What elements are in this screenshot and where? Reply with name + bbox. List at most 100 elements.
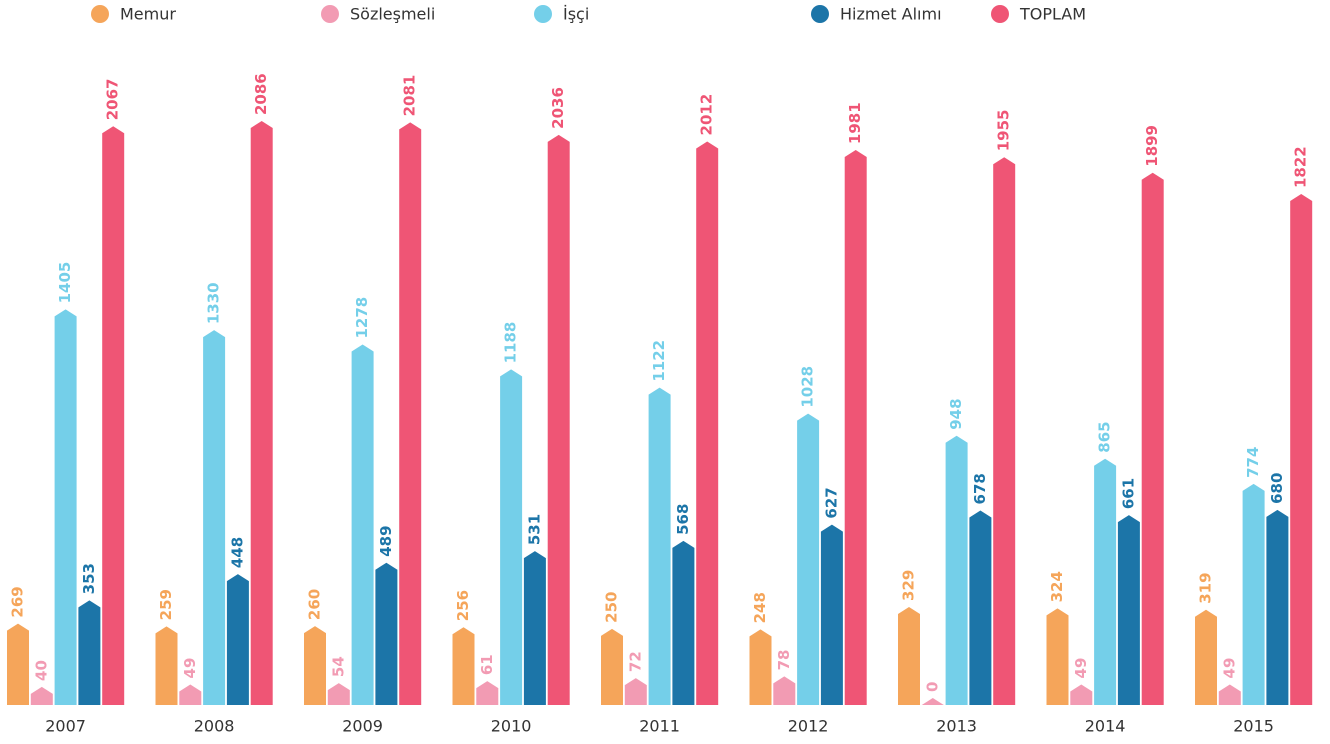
bar <box>399 122 422 706</box>
value-label: 2036 <box>549 87 567 129</box>
value-label: 2081 <box>401 75 419 117</box>
bar <box>898 606 920 705</box>
bar <box>672 540 695 705</box>
value-label: 1405 <box>56 262 74 304</box>
value-label: 448 <box>228 537 246 568</box>
bar <box>945 435 968 705</box>
bar <box>54 309 77 705</box>
value-label: 1330 <box>205 282 223 324</box>
bar <box>1117 515 1140 705</box>
bar <box>820 524 843 705</box>
bar <box>179 684 202 705</box>
value-label: 248 <box>751 592 769 623</box>
value-label: 49 <box>1072 658 1090 679</box>
bar <box>1195 609 1217 705</box>
value-label: 329 <box>900 570 918 601</box>
bar <box>624 678 647 705</box>
x-tick-label: 2011 <box>639 717 680 736</box>
value-label: 2086 <box>252 73 270 115</box>
value-label: 49 <box>1220 658 1238 679</box>
value-label: 1955 <box>995 109 1013 151</box>
bar <box>1070 684 1093 705</box>
bar <box>797 413 820 705</box>
bar <box>375 562 398 705</box>
bar <box>749 629 772 705</box>
bar <box>1242 483 1265 705</box>
bar <box>476 681 499 705</box>
x-tick-label: 2014 <box>1085 717 1126 736</box>
legend-swatch <box>991 5 1009 23</box>
legend-label: TOPLAM <box>1019 5 1086 24</box>
bar <box>1266 509 1289 705</box>
value-label: 1981 <box>846 102 864 144</box>
bar <box>78 600 101 705</box>
value-label: 2067 <box>104 79 122 121</box>
bar <box>844 150 867 705</box>
value-label: 678 <box>971 473 989 504</box>
bar <box>601 628 623 705</box>
value-label: 49 <box>181 658 199 679</box>
value-label: 61 <box>478 654 496 675</box>
value-label: 78 <box>775 650 793 671</box>
value-label: 260 <box>306 589 324 620</box>
value-label: 661 <box>1119 478 1137 509</box>
bar <box>155 626 178 705</box>
value-label: 680 <box>1268 473 1286 504</box>
bar <box>304 626 326 705</box>
value-label: 0 <box>923 682 941 692</box>
x-tick-label: 2015 <box>1233 717 1274 736</box>
value-label: 1899 <box>1143 125 1161 167</box>
value-label: 353 <box>80 563 98 594</box>
bar <box>351 344 374 705</box>
value-label: 948 <box>947 398 965 429</box>
legend-label: Hizmet Alımı <box>840 5 942 24</box>
bar <box>523 551 546 705</box>
bar <box>1046 608 1069 705</box>
value-label: 774 <box>1244 447 1262 478</box>
value-label: 269 <box>9 586 27 617</box>
value-label: 319 <box>1197 572 1215 603</box>
legend-swatch <box>811 5 829 23</box>
value-label: 2012 <box>698 94 716 136</box>
bar <box>500 369 523 705</box>
bar <box>696 141 719 705</box>
value-label: 568 <box>674 504 692 535</box>
legend-label: Memur <box>120 5 176 24</box>
bar <box>1290 194 1313 706</box>
legend-label: İşçi <box>563 5 589 24</box>
bar <box>921 698 944 705</box>
bar <box>773 676 796 705</box>
legend-swatch <box>321 5 339 23</box>
bar <box>547 134 570 705</box>
x-tick-label: 2012 <box>788 717 829 736</box>
x-tick-label: 2008 <box>194 717 235 736</box>
bar <box>1141 172 1164 706</box>
legend-swatch <box>91 5 109 23</box>
value-label: 54 <box>329 656 347 677</box>
value-label: 324 <box>1048 571 1066 602</box>
value-label: 1278 <box>353 297 371 339</box>
x-tick-label: 2009 <box>342 717 383 736</box>
value-label: 627 <box>822 487 840 518</box>
bar <box>102 126 125 705</box>
value-label: 259 <box>157 589 175 620</box>
value-label: 1822 <box>1292 146 1310 188</box>
value-label: 865 <box>1096 421 1114 452</box>
value-label: 72 <box>626 651 644 672</box>
value-label: 531 <box>525 514 543 545</box>
x-tick-label: 2013 <box>936 717 977 736</box>
value-label: 256 <box>454 590 472 621</box>
bar <box>226 574 249 705</box>
legend-label: Sözleşmeli <box>350 5 435 24</box>
bar <box>969 510 992 705</box>
value-label: 1028 <box>799 366 817 408</box>
x-tick-label: 2007 <box>45 717 86 736</box>
bar <box>7 623 29 705</box>
value-label: 1122 <box>650 340 668 382</box>
bar <box>250 121 273 706</box>
legend-swatch <box>534 5 552 23</box>
bar <box>1094 458 1117 705</box>
value-label: 1188 <box>502 322 520 364</box>
bar <box>648 387 671 705</box>
